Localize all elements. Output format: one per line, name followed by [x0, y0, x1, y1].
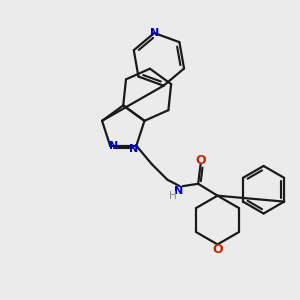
Text: N: N [129, 144, 138, 154]
Text: N: N [174, 186, 183, 196]
Text: N: N [110, 141, 118, 151]
Text: O: O [212, 243, 223, 256]
Text: O: O [195, 154, 206, 167]
Text: N: N [150, 28, 159, 38]
Text: H: H [169, 191, 177, 201]
